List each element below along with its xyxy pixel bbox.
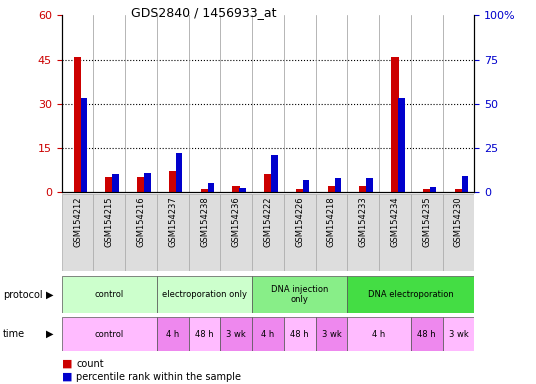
Text: 3 wk: 3 wk [226,329,246,339]
Text: ▶: ▶ [46,290,54,300]
FancyBboxPatch shape [93,194,125,271]
Bar [359,186,367,192]
Text: GSM154230: GSM154230 [454,196,463,247]
Text: electroporation only: electroporation only [162,290,247,299]
FancyBboxPatch shape [62,194,93,271]
Bar [398,98,405,192]
Text: GSM154222: GSM154222 [264,196,272,247]
FancyBboxPatch shape [62,276,157,313]
Text: DNA electroporation: DNA electroporation [368,290,454,299]
Bar [73,56,81,192]
FancyBboxPatch shape [443,317,474,351]
Text: ■: ■ [62,359,72,369]
Text: ■: ■ [62,372,72,382]
Bar [169,171,177,192]
Bar [200,189,209,192]
FancyBboxPatch shape [284,317,316,351]
Text: 3 wk: 3 wk [449,329,468,339]
FancyBboxPatch shape [157,317,189,351]
Text: GSM154212: GSM154212 [73,196,82,247]
Bar [461,176,468,192]
FancyBboxPatch shape [62,317,157,351]
FancyBboxPatch shape [316,194,347,271]
Bar [391,56,399,192]
Text: GSM154237: GSM154237 [168,196,177,247]
Text: GSM154215: GSM154215 [105,196,114,247]
FancyBboxPatch shape [125,194,157,271]
FancyBboxPatch shape [220,194,252,271]
Bar [81,98,87,192]
Text: 48 h: 48 h [291,329,309,339]
Text: 4 h: 4 h [262,329,274,339]
FancyBboxPatch shape [347,317,411,351]
Text: 48 h: 48 h [195,329,214,339]
Text: DNA injection
only: DNA injection only [271,285,329,305]
FancyBboxPatch shape [284,194,316,271]
Text: GSM154238: GSM154238 [200,196,209,247]
FancyBboxPatch shape [189,194,220,271]
FancyBboxPatch shape [316,317,347,351]
FancyBboxPatch shape [157,276,252,313]
Bar [144,172,151,192]
Text: GDS2840 / 1456933_at: GDS2840 / 1456933_at [131,6,277,19]
Bar [367,178,373,192]
Text: ▶: ▶ [46,329,54,339]
Bar [176,153,182,192]
Bar [207,183,214,192]
Text: time: time [3,329,25,339]
Bar [240,189,246,192]
FancyBboxPatch shape [252,276,347,313]
Text: control: control [95,290,124,299]
Text: 3 wk: 3 wk [322,329,341,339]
FancyBboxPatch shape [379,194,411,271]
Bar [334,178,341,192]
FancyBboxPatch shape [252,317,284,351]
FancyBboxPatch shape [347,194,379,271]
FancyBboxPatch shape [220,317,252,351]
FancyBboxPatch shape [252,194,284,271]
FancyBboxPatch shape [411,194,443,271]
Text: count: count [76,359,104,369]
FancyBboxPatch shape [443,194,474,271]
Bar [271,155,278,192]
Text: GSM154233: GSM154233 [359,196,368,247]
Text: GSM154216: GSM154216 [137,196,145,247]
Text: GSM154226: GSM154226 [295,196,304,247]
Bar [296,189,304,192]
Text: GSM154236: GSM154236 [232,196,241,247]
Text: GSM154235: GSM154235 [422,196,431,247]
Text: control: control [95,329,124,339]
Bar [105,177,113,192]
Text: GSM154218: GSM154218 [327,196,336,247]
FancyBboxPatch shape [157,194,189,271]
Bar [264,174,272,192]
Text: percentile rank within the sample: percentile rank within the sample [76,372,241,382]
Bar [430,187,436,192]
Bar [423,189,431,192]
FancyBboxPatch shape [411,317,443,351]
Bar [232,186,240,192]
FancyBboxPatch shape [189,317,220,351]
Bar [113,174,119,192]
Text: protocol: protocol [3,290,42,300]
Text: GSM154234: GSM154234 [391,196,399,247]
Text: 48 h: 48 h [418,329,436,339]
Bar [303,180,309,192]
Text: 4 h: 4 h [373,329,386,339]
Bar [327,186,336,192]
Bar [137,177,145,192]
Bar [455,189,463,192]
Text: 4 h: 4 h [166,329,180,339]
FancyBboxPatch shape [347,276,474,313]
